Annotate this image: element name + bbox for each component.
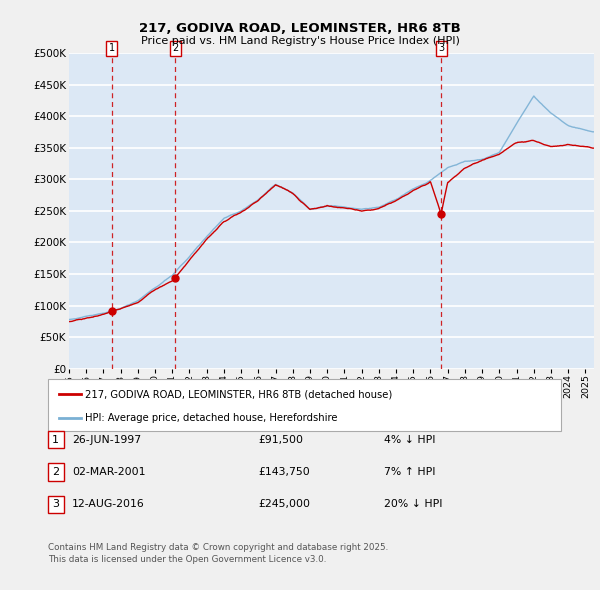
Text: 20% ↓ HPI: 20% ↓ HPI bbox=[384, 500, 443, 509]
Text: Price paid vs. HM Land Registry's House Price Index (HPI): Price paid vs. HM Land Registry's House … bbox=[140, 37, 460, 46]
Text: 1: 1 bbox=[109, 43, 115, 53]
Text: HPI: Average price, detached house, Herefordshire: HPI: Average price, detached house, Here… bbox=[85, 413, 338, 422]
Text: £91,500: £91,500 bbox=[258, 435, 303, 444]
Text: 3: 3 bbox=[52, 500, 59, 509]
Text: 26-JUN-1997: 26-JUN-1997 bbox=[72, 435, 141, 444]
Text: 12-AUG-2016: 12-AUG-2016 bbox=[72, 500, 145, 509]
Text: £143,750: £143,750 bbox=[258, 467, 310, 477]
Text: 4% ↓ HPI: 4% ↓ HPI bbox=[384, 435, 436, 444]
Text: 2: 2 bbox=[172, 43, 178, 53]
Text: 02-MAR-2001: 02-MAR-2001 bbox=[72, 467, 146, 477]
Text: 3: 3 bbox=[438, 43, 444, 53]
Text: 7% ↑ HPI: 7% ↑ HPI bbox=[384, 467, 436, 477]
Text: 2: 2 bbox=[52, 467, 59, 477]
Text: £245,000: £245,000 bbox=[258, 500, 310, 509]
Text: 217, GODIVA ROAD, LEOMINSTER, HR6 8TB (detached house): 217, GODIVA ROAD, LEOMINSTER, HR6 8TB (d… bbox=[85, 389, 392, 399]
Text: 1: 1 bbox=[52, 435, 59, 444]
Text: Contains HM Land Registry data © Crown copyright and database right 2025.
This d: Contains HM Land Registry data © Crown c… bbox=[48, 543, 388, 564]
Text: 217, GODIVA ROAD, LEOMINSTER, HR6 8TB: 217, GODIVA ROAD, LEOMINSTER, HR6 8TB bbox=[139, 22, 461, 35]
